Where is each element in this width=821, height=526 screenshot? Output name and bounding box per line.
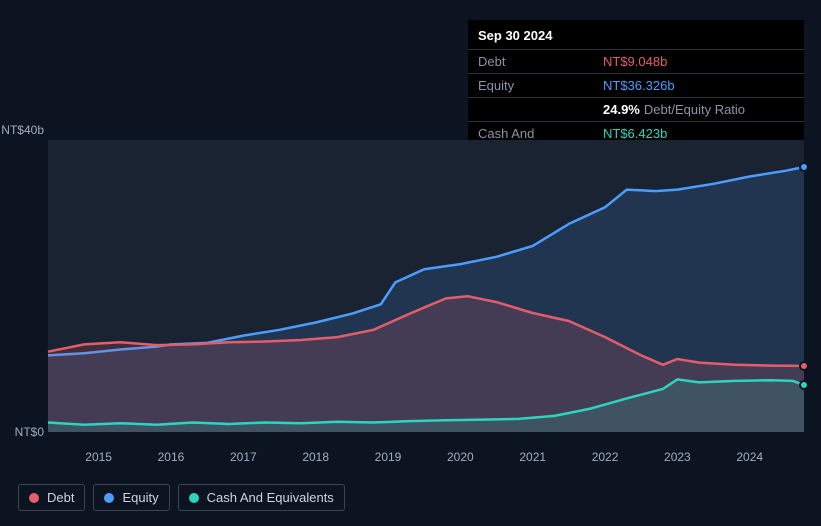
tooltip-ratio-pct: 24.9% [603, 102, 640, 117]
plot-area[interactable] [48, 125, 804, 445]
x-tick-2018: 2018 [302, 450, 329, 464]
tooltip-equity-label: Equity [478, 78, 603, 93]
legend-swatch-cash [189, 493, 199, 503]
tooltip-ratio-spacer [478, 102, 603, 117]
legend-swatch-debt [29, 493, 39, 503]
tooltip-debt-label: Debt [478, 54, 603, 69]
equity-end-dot [799, 162, 809, 172]
tooltip-ratio-value: 24.9% Debt/Equity Ratio [603, 102, 745, 117]
x-tick-2017: 2017 [230, 450, 257, 464]
x-tick-2024: 2024 [736, 450, 763, 464]
legend-label-debt: Debt [47, 490, 74, 505]
x-axis: 2015 2016 2017 2018 2019 2020 2021 2022 2023 2024 [48, 450, 804, 470]
tooltip-row-debt: Debt NT$9.048b [468, 50, 804, 74]
debt-end-dot [799, 361, 809, 371]
x-tick-2021: 2021 [519, 450, 546, 464]
x-tick-2020: 2020 [447, 450, 474, 464]
legend-item-equity[interactable]: Equity [93, 484, 169, 511]
legend-label-cash: Cash And Equivalents [207, 490, 334, 505]
chart-svg [48, 125, 804, 445]
legend-item-debt[interactable]: Debt [18, 484, 85, 511]
tooltip-row-ratio: 24.9% Debt/Equity Ratio [468, 98, 804, 122]
x-tick-2016: 2016 [158, 450, 185, 464]
y-axis-bottom-label: NT$0 [15, 425, 44, 439]
legend-swatch-equity [104, 493, 114, 503]
legend: Debt Equity Cash And Equivalents [18, 484, 345, 511]
x-tick-2023: 2023 [664, 450, 691, 464]
x-tick-2022: 2022 [592, 450, 619, 464]
tooltip-date: Sep 30 2024 [468, 20, 804, 50]
tooltip-equity-value: NT$36.326b [603, 78, 675, 93]
cash-end-dot [799, 380, 809, 390]
y-axis-top-label: NT$40b [1, 123, 44, 137]
x-tick-2019: 2019 [375, 450, 402, 464]
legend-item-cash[interactable]: Cash And Equivalents [178, 484, 345, 511]
chart-area: NT$40b NT$0 [18, 125, 804, 445]
legend-label-equity: Equity [122, 490, 158, 505]
tooltip-debt-value: NT$9.048b [603, 54, 667, 69]
tooltip-row-equity: Equity NT$36.326b [468, 74, 804, 98]
x-tick-2015: 2015 [85, 450, 112, 464]
tooltip-ratio-label: Debt/Equity Ratio [644, 102, 745, 117]
